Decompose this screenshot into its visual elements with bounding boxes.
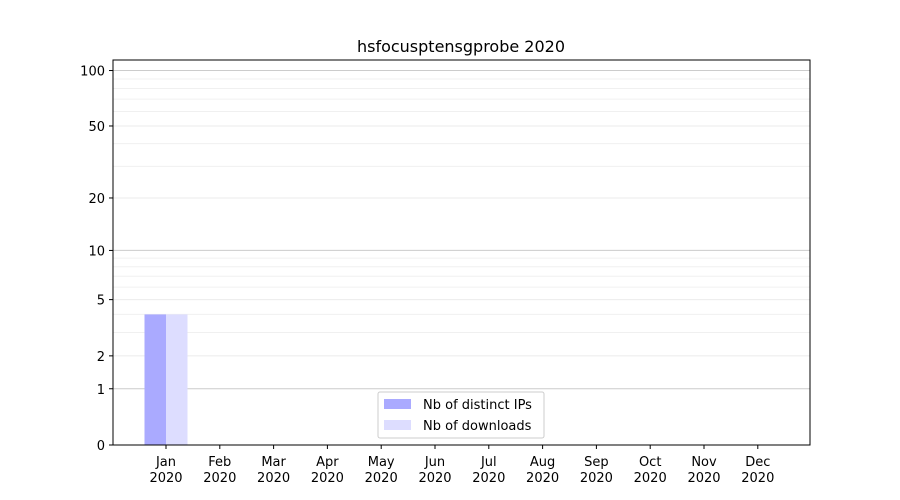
x-tick-label: Feb 2020 [203,455,236,486]
y-tick-label: 1 [97,383,105,398]
bar-downloads [166,314,188,445]
x-tick-label: Sep 2020 [580,455,613,486]
x-tick-label: Aug 2020 [526,455,559,486]
y-tick-label: 0 [97,439,105,454]
x-tick-label: Mar 2020 [257,455,290,486]
y-tick-label: 100 [80,65,105,80]
x-tick-label: Nov 2020 [687,455,720,486]
x-tick-label: Oct 2020 [634,455,667,486]
legend-swatch-downloads [384,420,411,430]
legend-label-downloads: Nb of downloads [423,419,532,434]
y-tick-label: 2 [97,350,105,365]
x-tick-label: Dec 2020 [741,455,774,486]
bar-ips [144,314,166,445]
x-tick-label: Jan 2020 [149,455,182,486]
y-tick-label: 10 [88,244,105,259]
x-tick-label: Apr 2020 [311,455,344,486]
plot-frame [112,59,811,446]
y-tick-label: 50 [88,120,105,135]
y-tick-label: 5 [97,294,105,309]
x-tick-label: May 2020 [365,455,398,486]
legend: Nb of distinct IPs Nb of downloads [377,391,545,439]
x-tick-label: Jun 2020 [418,455,451,486]
legend-swatch-ips [384,399,411,409]
legend-label-ips: Nb of distinct IPs [423,398,532,413]
x-tick-label: Jul 2020 [472,455,505,486]
chart-title: hsfocusptensgprobe 2020 [357,37,565,56]
y-tick-label: 20 [88,192,105,207]
